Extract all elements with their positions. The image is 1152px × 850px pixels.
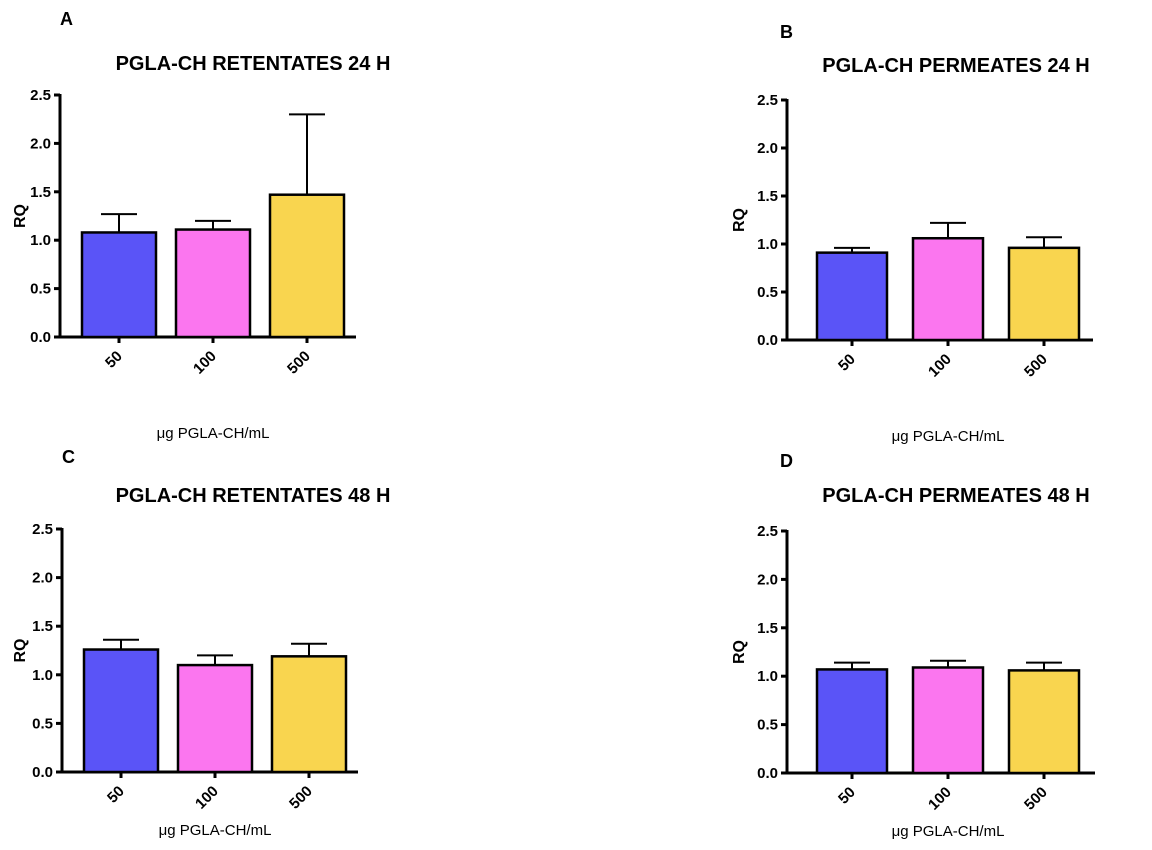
chart-panel-d: D PGLA-CH PERMEATES 48 H 0.0 0.5 1.0 1.5 2.0 2.… bbox=[731, 451, 1095, 840]
chart-title: PGLA-CH PERMEATES 48 H bbox=[822, 485, 1089, 507]
bar-500 bbox=[1007, 246, 1081, 342]
y-axis-label: RQ bbox=[12, 639, 29, 663]
y-tick-label: 2.0 bbox=[32, 570, 53, 587]
y-tick-label: 0.5 bbox=[30, 281, 51, 298]
y-tick-label: 1.0 bbox=[757, 668, 778, 685]
x-axis-label: μg PGLA-CH/mL bbox=[159, 822, 272, 839]
x-tick-label: 50 bbox=[104, 783, 128, 807]
bar-50 bbox=[82, 648, 160, 774]
y-tick-label: 2.5 bbox=[757, 523, 778, 540]
y-tick-label: 1.5 bbox=[32, 618, 53, 635]
bar-500 bbox=[268, 193, 346, 339]
panel-letter: C bbox=[62, 447, 75, 467]
x-axis-label: μg PGLA-CH/mL bbox=[892, 823, 1005, 840]
panel-letter: D bbox=[780, 451, 793, 471]
chart-panel-a: A PGLA-CH RETENTATES 24 H 0.0 0.5 1.0 1.5 2.0 2… bbox=[12, 9, 390, 442]
chart-panel-b: B PGLA-CH PERMEATES 24 H 0.0 0.5 1.0 1.5 2.0 2.… bbox=[731, 22, 1093, 445]
y-axis-label: RQ bbox=[731, 640, 748, 664]
x-tick-label: 500 bbox=[284, 348, 314, 378]
bar-50 bbox=[815, 668, 889, 775]
y-tick-label: 2.5 bbox=[32, 521, 53, 538]
y-tick-label: 2.0 bbox=[30, 135, 51, 152]
chart-panel-c: C PGLA-CH RETENTATES 48 H 0.0 0.5 1.0 1.5 2.0 2… bbox=[12, 447, 390, 839]
y-tick-label: 2.0 bbox=[757, 571, 778, 588]
y-tick-label: 1.5 bbox=[757, 188, 778, 205]
x-tick-label: 100 bbox=[925, 784, 955, 814]
bar-100 bbox=[174, 228, 252, 339]
chart-title: PGLA-CH RETENTATES 48 H bbox=[116, 485, 391, 507]
x-tick-label: 100 bbox=[192, 783, 222, 813]
y-tick-label: 1.0 bbox=[757, 236, 778, 253]
bar-100 bbox=[176, 663, 254, 774]
y-tick-label: 0.5 bbox=[757, 284, 778, 301]
y-tick-label: 0.0 bbox=[32, 764, 53, 781]
bar-50 bbox=[815, 251, 889, 342]
x-tick-label: 500 bbox=[1021, 351, 1051, 381]
y-tick-label: 0.0 bbox=[757, 332, 778, 349]
x-axis-label: μg PGLA-CH/mL bbox=[892, 428, 1005, 445]
y-tick-label: 1.5 bbox=[757, 620, 778, 637]
x-tick-label: 500 bbox=[286, 783, 316, 813]
bar-500 bbox=[270, 655, 348, 774]
chart-title: PGLA-CH PERMEATES 24 H bbox=[822, 55, 1089, 77]
chart-title: PGLA-CH RETENTATES 24 H bbox=[116, 53, 391, 75]
x-tick-label: 500 bbox=[1021, 784, 1051, 814]
panel-letter: A bbox=[60, 9, 73, 29]
panel-letter: B bbox=[780, 22, 793, 42]
x-tick-label: 50 bbox=[835, 351, 859, 375]
y-tick-label: 0.5 bbox=[757, 717, 778, 734]
y-tick-label: 1.0 bbox=[32, 667, 53, 684]
y-tick-label: 0.0 bbox=[757, 765, 778, 782]
y-tick-label: 0.5 bbox=[32, 715, 53, 732]
x-axis-label: μg PGLA-CH/mL bbox=[157, 425, 270, 442]
x-tick-label: 50 bbox=[835, 784, 859, 808]
bar-100 bbox=[911, 236, 985, 342]
y-tick-label: 0.0 bbox=[30, 329, 51, 346]
bar-50 bbox=[80, 231, 158, 339]
y-tick-label: 2.5 bbox=[757, 92, 778, 109]
x-tick-label: 50 bbox=[102, 348, 126, 372]
y-tick-label: 2.5 bbox=[30, 87, 51, 104]
y-tick-label: 1.5 bbox=[30, 184, 51, 201]
y-axis-label: RQ bbox=[731, 208, 748, 232]
y-tick-label: 1.0 bbox=[30, 232, 51, 249]
x-tick-label: 100 bbox=[190, 348, 220, 378]
y-tick-label: 2.0 bbox=[757, 140, 778, 157]
x-tick-label: 100 bbox=[925, 351, 955, 381]
bar-500 bbox=[1007, 669, 1081, 775]
y-axis-label: RQ bbox=[12, 204, 29, 228]
bar-100 bbox=[911, 666, 985, 775]
